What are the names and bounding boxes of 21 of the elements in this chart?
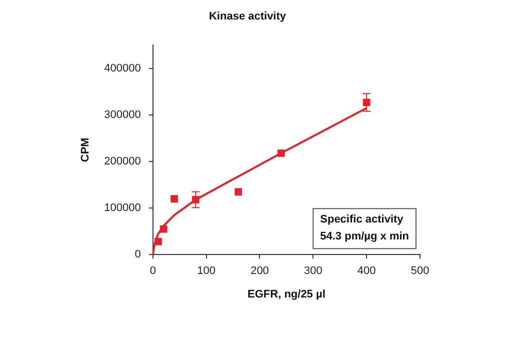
y-axis-title: CPM [80, 138, 92, 162]
x-tick-label: 100 [197, 265, 216, 278]
y-tick-label: 0 [134, 248, 141, 261]
point [192, 196, 200, 204]
annotation: Specific activity 54.3 pm/µg x min [320, 214, 410, 243]
y-tick-label: 200000 [104, 156, 141, 168]
y-tick-label: 100000 [104, 202, 141, 214]
point [277, 149, 285, 157]
point [234, 188, 242, 196]
point [160, 225, 168, 233]
y-tick-label: 400000 [104, 62, 141, 74]
point [154, 238, 162, 246]
x-tick-label: 400 [357, 265, 376, 278]
x-tick-label: 300 [304, 265, 322, 278]
point [170, 195, 178, 202]
x-tick-label: 500 [410, 265, 430, 278]
x-axis-title: EGFR, ng/25 µl [248, 288, 326, 300]
x-tick-label: 200 [250, 265, 269, 278]
chart-title: Kinase activity [208, 10, 287, 23]
x-tick-label: 0 [150, 265, 156, 278]
y-tick-label: 300000 [104, 109, 141, 122]
